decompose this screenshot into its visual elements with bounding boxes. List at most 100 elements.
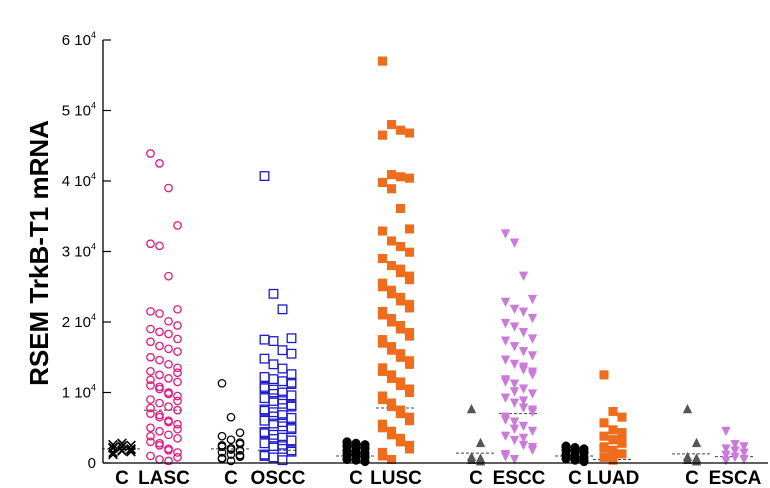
data-point (386, 285, 397, 295)
data-point (164, 344, 173, 354)
data-point (164, 430, 173, 440)
data-point (527, 442, 538, 453)
data-point (617, 412, 627, 422)
data-point (377, 447, 388, 457)
data-point (173, 221, 182, 230)
data-point (155, 159, 164, 168)
data-point (108, 443, 118, 454)
data-point (286, 400, 297, 411)
data-point (164, 271, 173, 281)
data-point (570, 445, 580, 455)
data-point (146, 423, 155, 433)
data-point (126, 444, 136, 455)
data-point (518, 347, 529, 357)
data-point (404, 328, 415, 338)
series-group (211, 378, 251, 466)
data-point (259, 438, 270, 449)
data-point (509, 454, 520, 465)
data-point (164, 417, 173, 427)
data-point (579, 456, 589, 466)
data-point (146, 366, 155, 376)
data-point (721, 426, 731, 437)
data-point (527, 389, 538, 399)
data-point (509, 359, 520, 370)
data-point (146, 451, 155, 461)
category-label: OSCC (251, 468, 306, 488)
data-point (739, 442, 749, 452)
data-point (146, 375, 155, 385)
data-point (146, 307, 155, 316)
category-label: C (568, 468, 582, 488)
data-point (173, 453, 182, 462)
data-point (259, 428, 270, 439)
data-point (518, 396, 529, 406)
y-tick-label: 4 104 (62, 171, 96, 190)
data-point (173, 396, 182, 406)
data-point (395, 292, 406, 302)
data-point (561, 442, 571, 452)
data-point (599, 370, 609, 380)
plot-marks (102, 56, 755, 467)
data-point (386, 261, 397, 271)
data-point (377, 56, 388, 66)
data-point (500, 431, 511, 442)
data-point (173, 334, 182, 344)
data-point (395, 125, 406, 135)
data-point (286, 377, 297, 388)
data-point (146, 437, 155, 447)
y-tick-label: 1 104 (62, 383, 96, 402)
data-point (721, 444, 731, 454)
y-tick-label: 3 104 (62, 242, 96, 261)
data-point (395, 405, 406, 415)
data-point (395, 172, 406, 182)
category-label: LASC (138, 468, 190, 488)
data-point (235, 445, 245, 455)
data-point (509, 424, 520, 435)
data-point (608, 435, 618, 445)
data-point (259, 393, 270, 404)
y-axis-label: RSEM TrkB-T1 mRNA (24, 120, 54, 386)
data-point (268, 434, 279, 444)
data-point (500, 297, 511, 308)
data-point (739, 448, 749, 458)
data-point (730, 440, 740, 450)
series-group (593, 370, 633, 465)
data-point (599, 418, 609, 428)
data-point (235, 450, 245, 460)
data-point (527, 313, 538, 324)
data-point (277, 345, 288, 356)
data-point (570, 453, 580, 463)
data-point (173, 347, 182, 356)
data-point (286, 435, 297, 446)
data-point (108, 439, 118, 450)
data-point (117, 441, 127, 451)
data-point (527, 426, 538, 437)
data-point (377, 363, 388, 373)
data-point (173, 377, 182, 387)
data-point (155, 341, 164, 351)
data-point (146, 409, 155, 418)
data-point (164, 402, 173, 411)
series-group (336, 437, 376, 467)
data-point (599, 431, 609, 441)
data-point (509, 435, 520, 446)
data-point (518, 384, 529, 394)
data-point (277, 363, 288, 374)
data-point (155, 355, 164, 365)
data-point (509, 304, 520, 315)
data-point (286, 333, 297, 344)
data-point (599, 443, 609, 453)
data-point (173, 424, 182, 434)
data-point (509, 417, 520, 427)
data-point (217, 378, 227, 388)
data-point (377, 130, 388, 140)
data-point (146, 403, 155, 413)
data-point (226, 435, 236, 445)
data-point (377, 419, 388, 429)
data-point (721, 456, 731, 466)
data-point (117, 438, 127, 449)
category-label: C (224, 468, 238, 488)
data-point (404, 224, 415, 234)
data-point (286, 445, 297, 456)
